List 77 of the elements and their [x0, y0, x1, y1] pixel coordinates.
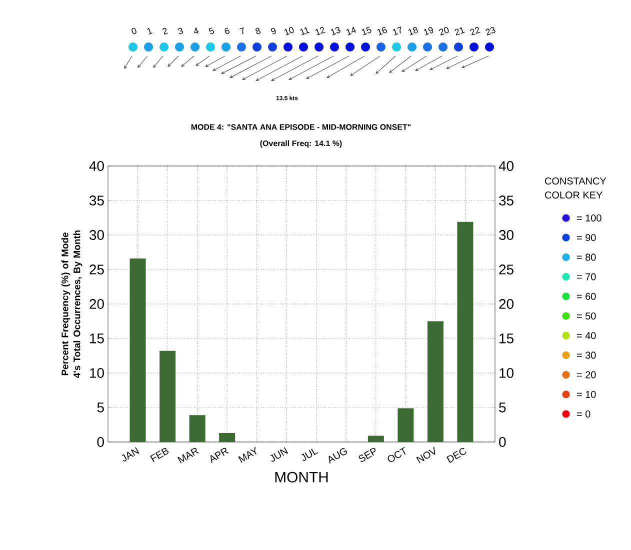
x-axis-title: MONTH [275, 472, 328, 482]
x-tick-label: JUL [301, 448, 318, 461]
y-tick-label: 20 [90, 299, 104, 309]
text: 5 [208, 27, 214, 34]
text: 21 [454, 27, 465, 36]
text: 15 [362, 26, 372, 36]
bar [219, 433, 236, 442]
y-axis-title: Percent Frequency (%) of Mode 4's Total Occurrences, By Month [61, 230, 82, 378]
text: 2 [162, 28, 168, 35]
text: 22 [470, 27, 480, 36]
y2-tick-label: 10 [500, 368, 514, 378]
y-tick-label: 10 [90, 368, 104, 378]
text: = 70 [577, 273, 596, 280]
x-tick-label: APR [210, 448, 229, 463]
x-tick-label: AUG [328, 448, 348, 464]
y2-tick-label: 25 [499, 264, 514, 274]
text: 6 [224, 28, 230, 34]
text: 8 [256, 28, 261, 34]
y-tick-label: 40 [89, 161, 104, 171]
text: 17 [392, 26, 401, 36]
text: 11 [300, 27, 310, 36]
y2-tick-label: 5 [499, 402, 506, 412]
text: 13 [330, 26, 340, 36]
bar [398, 408, 414, 442]
x-tick-label: JUN [270, 447, 288, 462]
y-tick-label: 15 [90, 334, 104, 344]
y-tick-label: 35 [90, 196, 104, 206]
y-tick-label: 0 [97, 437, 104, 447]
x-tick-label: NOV [416, 446, 436, 464]
text: 9 [271, 28, 276, 34]
text: 16 [377, 26, 387, 36]
text: 10 [284, 27, 294, 36]
x-tick-label: MAY [238, 446, 257, 463]
x-tick-label: FEB [150, 448, 169, 462]
text: = 50 [577, 312, 596, 320]
text: CONSTANCY [545, 177, 606, 185]
y2-tick-label: 35 [499, 196, 514, 206]
y2-tick-label: 0 [499, 437, 506, 447]
text: COLOR KEY [545, 191, 602, 199]
text: = 40 [577, 332, 596, 340]
y2-tick-label: 15 [500, 334, 514, 344]
x-tick-label: SEP [358, 448, 376, 462]
text: 1 [147, 28, 152, 35]
text: 23 [486, 26, 496, 36]
bar [457, 222, 474, 442]
text: = 90 [577, 234, 596, 242]
text: 3 [178, 28, 184, 34]
text: = 10 [577, 390, 596, 398]
text: 19 [424, 27, 434, 36]
text: = 0 [577, 410, 590, 418]
y-tick-label: 25 [90, 264, 104, 274]
text: 4 [194, 28, 199, 34]
text: = 60 [577, 292, 596, 300]
text: 20 [439, 27, 449, 36]
x-tick-label: MAR [178, 448, 200, 464]
y-tick-label: 5 [97, 402, 104, 412]
text: 7 [240, 27, 244, 34]
x-tick-label: JAN [122, 447, 140, 462]
text: = 80 [577, 254, 596, 261]
text: = 30 [577, 352, 596, 359]
bar [160, 350, 176, 442]
text: 12 [315, 27, 326, 36]
y2-tick-label: 30 [499, 230, 514, 240]
bar [130, 258, 146, 442]
text: = 100 [577, 214, 602, 222]
text: 18 [408, 26, 418, 36]
y-tick-label: 30 [90, 230, 104, 240]
bar [368, 436, 384, 442]
text: = 20 [577, 371, 596, 378]
bar [427, 321, 444, 442]
text: 0 [132, 28, 136, 34]
text: 14 [346, 26, 356, 36]
x-tick-label: DEC [446, 448, 466, 463]
y2-tick-label: 20 [499, 299, 514, 309]
y2-tick-label: 40 [498, 161, 514, 171]
x-tick-label: OCT [388, 447, 406, 462]
bar [189, 415, 206, 442]
